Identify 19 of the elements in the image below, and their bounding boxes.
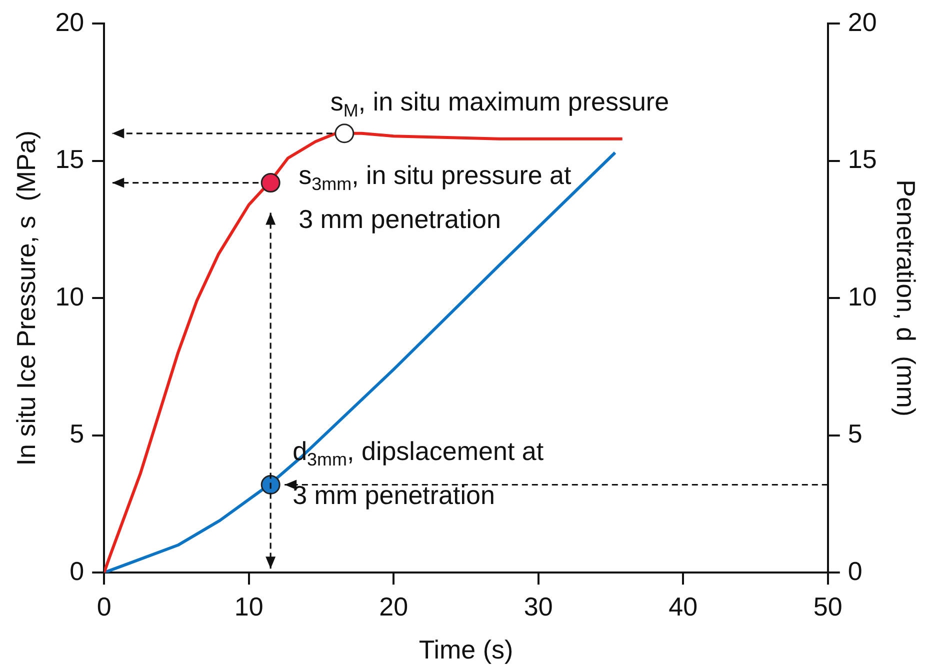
x-tick-label: 30 [524, 591, 553, 622]
y2-tick-label: 5 [848, 418, 862, 449]
x-tick-label: 10 [234, 591, 264, 622]
y2-tick-label: 0 [848, 556, 862, 586]
y-tick-label: 5 [70, 418, 84, 449]
y-tick-label: 20 [55, 6, 84, 37]
y-tick-label: 0 [70, 556, 84, 586]
y2-axis-title: Penetration, d (mm) [891, 180, 922, 417]
x-axis-title: Time (s) [418, 634, 514, 665]
y2-tick-label: 15 [848, 144, 877, 174]
y2-tick-label: 10 [848, 281, 877, 312]
y2-tick-label: 20 [848, 6, 877, 37]
x-tick-label: 20 [379, 591, 408, 622]
y-tick-label: 15 [55, 144, 84, 174]
y-tick-label: 10 [55, 281, 84, 312]
x-tick-label: 0 [96, 591, 112, 622]
y-axis-title: In situ Ice Pressure, s (MPa) [10, 130, 41, 466]
x-tick-label: 50 [813, 591, 842, 622]
x-tick-label: 40 [668, 591, 698, 622]
